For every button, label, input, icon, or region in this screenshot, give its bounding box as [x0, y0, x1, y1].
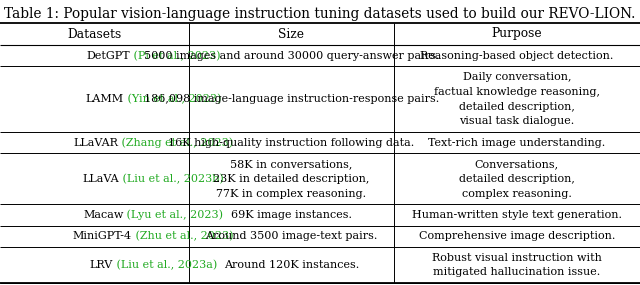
Text: complex reasoning.: complex reasoning. [462, 189, 572, 199]
Text: (Zhang et al., 2023): (Zhang et al., 2023) [118, 137, 233, 148]
Text: detailed description,: detailed description, [459, 101, 575, 112]
Text: MiniGPT-4: MiniGPT-4 [73, 231, 132, 241]
Text: Datasets: Datasets [67, 27, 122, 40]
Text: Conversations,: Conversations, [475, 159, 559, 169]
Text: Purpose: Purpose [492, 27, 542, 40]
Text: (Yin et al., 2023): (Yin et al., 2023) [124, 94, 221, 104]
Text: 16K high-quality instruction following data.: 16K high-quality instruction following d… [168, 138, 414, 148]
Text: visual task dialogue.: visual task dialogue. [459, 117, 575, 127]
Text: 58K in conversations,: 58K in conversations, [230, 159, 353, 169]
Text: 69K image instances.: 69K image instances. [230, 210, 352, 220]
Text: Human-written style text generation.: Human-written style text generation. [412, 210, 622, 220]
Text: LRV: LRV [90, 260, 113, 270]
Text: 77K in complex reasoning.: 77K in complex reasoning. [216, 189, 366, 199]
Text: Robust visual instruction with: Robust visual instruction with [432, 253, 602, 262]
Text: factual knowledge reasoning,: factual knowledge reasoning, [434, 87, 600, 97]
Text: (Zhu et al., 2023): (Zhu et al., 2023) [132, 231, 234, 241]
Text: Daily conversation,: Daily conversation, [463, 72, 571, 82]
Text: 5000 images and around 30000 query-answer pairs.: 5000 images and around 30000 query-answe… [143, 51, 439, 61]
Text: (Lyu et al., 2023): (Lyu et al., 2023) [124, 210, 223, 220]
Text: (Pi et al., 2023): (Pi et al., 2023) [130, 50, 220, 61]
Text: Table 1: Popular vision-language instruction tuning datasets used to build our R: Table 1: Popular vision-language instruc… [4, 7, 636, 21]
Text: LLaVAR: LLaVAR [73, 138, 118, 148]
Text: LLaVA: LLaVA [83, 174, 119, 184]
Text: Text-rich image understanding.: Text-rich image understanding. [428, 138, 605, 148]
Text: 186,098 image-language instruction-response pairs.: 186,098 image-language instruction-respo… [143, 94, 439, 104]
Text: Macaw: Macaw [83, 210, 124, 220]
Text: mitigated hallucination issue.: mitigated hallucination issue. [433, 267, 600, 277]
Text: (Liu et al., 2023a): (Liu et al., 2023a) [113, 260, 217, 270]
Text: LAMM: LAMM [85, 94, 124, 104]
Text: Comprehensive image description.: Comprehensive image description. [419, 231, 615, 241]
Text: detailed description,: detailed description, [459, 174, 575, 184]
Text: DetGPT: DetGPT [86, 51, 130, 61]
Text: Size: Size [278, 27, 304, 40]
Text: Around 120K instances.: Around 120K instances. [223, 260, 359, 270]
Text: Around 3500 image-text pairs.: Around 3500 image-text pairs. [205, 231, 378, 241]
Text: 23K in detailed description,: 23K in detailed description, [213, 174, 369, 184]
Text: (Liu et al., 2023b): (Liu et al., 2023b) [119, 174, 224, 184]
Text: Reasoning-based object detection.: Reasoning-based object detection. [420, 51, 614, 61]
